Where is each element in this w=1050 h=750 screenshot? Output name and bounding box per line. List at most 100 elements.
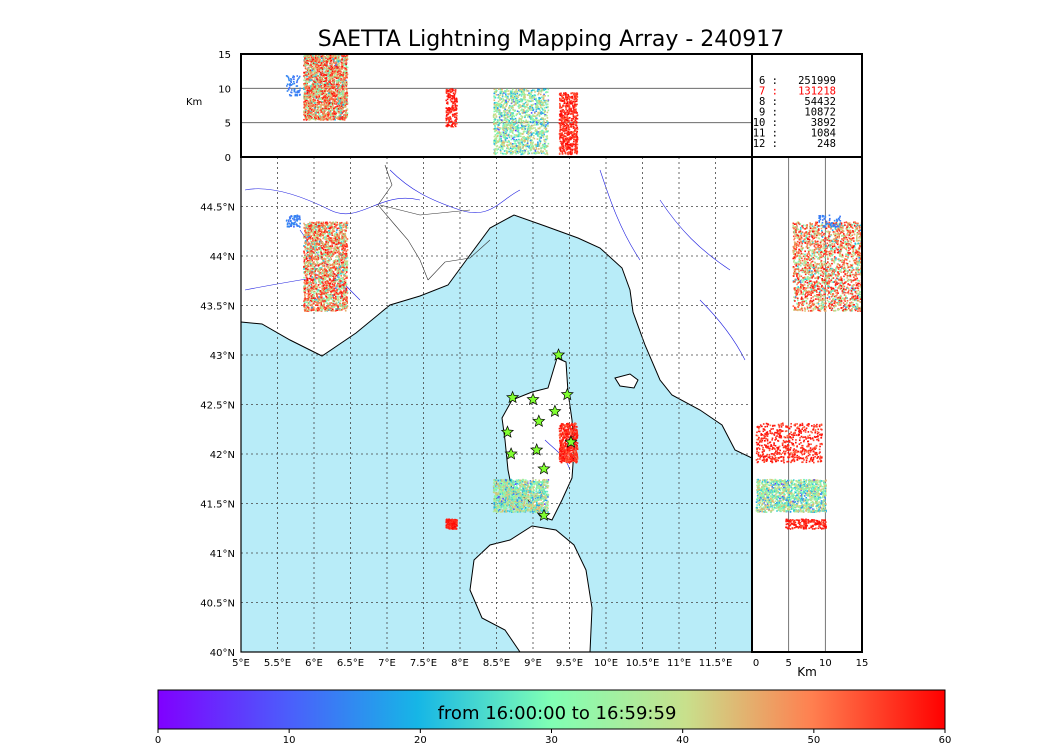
lightning-source <box>326 73 328 76</box>
lightning-source <box>320 235 323 237</box>
lightning-source <box>324 248 327 251</box>
lightning-source <box>503 505 506 507</box>
lightning-source <box>328 282 330 285</box>
lightning-source <box>325 236 328 239</box>
lightning-source <box>326 290 329 293</box>
station-markers <box>500 348 578 521</box>
lightning-source <box>307 302 310 304</box>
lightning-source <box>495 506 498 509</box>
lightning-source <box>308 295 310 298</box>
lightning-source <box>324 267 326 270</box>
lightning-source <box>541 507 543 509</box>
lightning-source <box>304 285 306 288</box>
lightning-source <box>307 254 309 256</box>
lightning-source <box>303 250 305 253</box>
lightning-source <box>545 497 547 499</box>
lightning-source <box>321 281 324 283</box>
lightning-source <box>310 230 313 233</box>
lightning-source <box>325 295 328 298</box>
lightning-source <box>563 446 566 449</box>
lightning-source <box>538 489 541 492</box>
lightning-source <box>313 266 315 269</box>
lightning-source <box>562 436 564 439</box>
lightning-source <box>344 283 347 285</box>
lightning-source <box>328 247 330 250</box>
lightning-source <box>514 491 516 493</box>
lightning-source <box>516 509 519 511</box>
lightning-source <box>312 295 314 297</box>
lightning-source <box>338 276 340 279</box>
lightning-source <box>521 491 524 494</box>
lightning-source <box>334 285 336 288</box>
lightning-source <box>337 285 340 287</box>
lightning-source <box>514 480 517 483</box>
lightning-source <box>309 262 311 264</box>
lightning-source <box>500 506 503 508</box>
lightning-source <box>575 444 577 446</box>
lightning-source <box>546 502 549 504</box>
lightning-source <box>340 275 343 277</box>
lightning-source <box>317 231 319 234</box>
lightning-source <box>331 230 334 232</box>
lightning-source <box>309 261 312 263</box>
lightning-source <box>322 234 325 237</box>
lightning-source <box>310 309 313 312</box>
lightning-source <box>342 302 344 305</box>
lightning-source <box>320 307 322 310</box>
lightning-source <box>559 425 562 427</box>
lightning-source <box>500 481 502 483</box>
lightning-source <box>333 306 336 308</box>
lightning-source <box>330 298 333 300</box>
lightning-source <box>332 294 334 297</box>
lightning-source <box>337 298 340 301</box>
lightning-source <box>544 508 547 511</box>
lightning-source <box>346 224 348 226</box>
lightning-source <box>342 298 345 301</box>
lightning-source <box>329 221 331 224</box>
lightning-source <box>341 248 343 251</box>
lightning-source <box>322 225 325 227</box>
lightning-source <box>327 245 330 247</box>
lightning-source <box>330 295 332 297</box>
lightning-source <box>500 502 502 504</box>
lightning-source <box>331 264 334 267</box>
lightning-source <box>499 479 502 482</box>
lightning-source <box>326 307 329 309</box>
lightning-source <box>456 525 458 527</box>
lightning-source <box>328 263 331 265</box>
lightning-source <box>326 224 329 226</box>
lightning-source <box>325 242 327 245</box>
border-line <box>377 164 429 281</box>
lightning-source <box>316 299 319 302</box>
lightning-source <box>506 495 509 497</box>
lightning-source <box>314 286 317 288</box>
lightning-source <box>518 504 521 507</box>
lightning-source <box>303 287 305 289</box>
lightning-source <box>307 288 310 290</box>
lightning-source <box>344 277 347 280</box>
lightning-source <box>511 482 513 484</box>
lightning-source <box>539 503 542 506</box>
lightning-source <box>308 301 311 303</box>
lightning-source <box>296 214 299 217</box>
lightning-source <box>336 245 338 248</box>
lightning-source <box>333 265 336 268</box>
lightning-source <box>344 301 346 304</box>
lightning-source <box>498 510 501 513</box>
lightning-source <box>571 458 574 460</box>
lightning-source <box>335 221 337 223</box>
lightning-source <box>337 296 340 298</box>
lightning-source <box>325 262 328 265</box>
lightning-source <box>506 500 509 502</box>
lightning-source <box>320 233 323 236</box>
lightning-source <box>318 277 321 279</box>
lightning-source <box>495 510 498 512</box>
lightning-source <box>559 455 561 458</box>
lightning-source <box>309 236 312 239</box>
lightning-source <box>522 499 525 501</box>
lightning-source <box>328 239 331 242</box>
lightning-source <box>452 528 455 530</box>
lightning-source <box>568 461 570 464</box>
lightning-source <box>559 460 561 463</box>
lightning-source <box>305 276 308 279</box>
